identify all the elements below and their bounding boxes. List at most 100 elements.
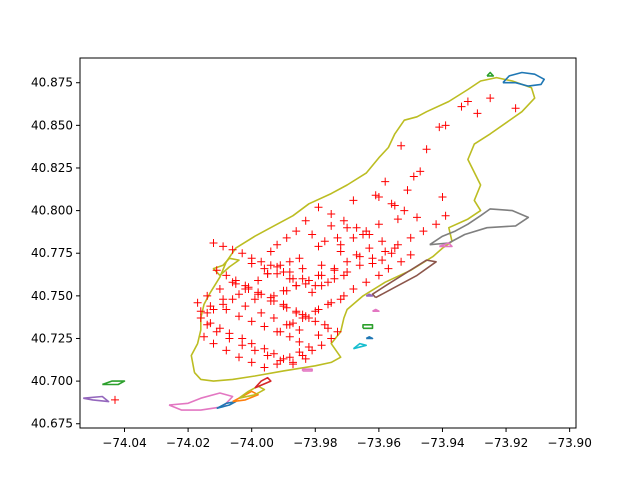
polygon-layer [83,71,546,411]
data-point [295,326,304,334]
data-point [327,298,336,307]
data-point [228,245,237,254]
data-point [222,305,231,314]
data-point [111,395,119,404]
data-point [235,290,243,299]
data-point [374,193,383,201]
data-point [304,276,313,285]
data-point [349,285,358,293]
data-point [298,274,307,283]
data-point [406,233,415,242]
data-point [238,249,247,258]
data-point [400,206,409,215]
data-point [222,346,231,355]
boundary-polygon-15 [372,308,380,313]
y-tick-label: 40.775 [31,246,73,260]
boundary-polygon-19 [486,71,495,77]
data-point [381,177,390,186]
data-point [266,297,275,305]
boundary-polygon-10 [238,385,266,399]
data-point [308,288,317,297]
data-point [209,339,218,348]
data-point [365,244,374,253]
data-point [327,210,336,218]
boundary-polygon-18 [301,368,313,372]
data-point [279,302,288,311]
boundary-polygon-11 [254,376,272,389]
boundary-polygon-12 [352,342,368,350]
data-point [352,250,361,259]
data-point [371,191,380,200]
data-point [241,302,250,311]
y-tick-label: 40.800 [31,204,73,218]
x-tick-label: −74.04 [102,436,146,450]
data-point [279,286,288,295]
data-point [314,203,323,212]
data-point [260,322,269,331]
data-point [295,254,304,263]
data-point [486,94,495,103]
data-point [333,327,342,336]
boundary-polygon-1 [212,257,240,276]
boundary-polygon-17 [439,242,453,248]
y-tick-label: 40.750 [31,289,73,303]
data-point [269,314,278,322]
data-point [193,298,202,307]
data-point [324,300,332,309]
data-point [435,123,444,132]
data-point [330,264,339,273]
data-point [289,360,297,369]
boundary-polygon-7 [83,395,110,403]
data-point [206,319,215,328]
data-point [257,257,266,266]
data-point [273,240,282,249]
point-layer [111,94,520,404]
data-point [235,312,243,321]
data-point [473,109,482,118]
data-point [247,339,256,348]
data-point [222,271,231,280]
data-point [397,257,406,266]
data-point [301,354,310,363]
data-point [279,268,288,276]
boundary-polygon-16 [365,293,374,297]
data-point [317,341,326,350]
data-point [308,230,317,239]
data-point [266,247,275,256]
data-point [457,102,466,111]
data-point [282,233,291,242]
data-point [241,285,250,293]
data-point [336,240,345,249]
data-point [289,274,297,283]
data-point [219,242,228,251]
boundary-polygon-2 [502,71,546,87]
data-point [276,356,285,365]
data-point [200,332,208,341]
data-point [333,233,342,242]
data-point [349,233,358,242]
data-point [276,261,285,270]
data-point [301,312,310,321]
data-point [292,308,301,317]
data-point [343,223,352,232]
data-point [393,215,402,224]
y-tick-label: 40.700 [31,374,73,388]
data-point [196,307,205,316]
data-point [285,353,294,362]
y-tick-label: 40.850 [31,118,73,132]
data-point [273,360,282,369]
data-point [324,324,332,333]
data-point [289,319,297,328]
data-point [336,247,345,256]
data-point [336,295,345,304]
data-point [422,145,431,154]
data-point [235,353,243,362]
data-point [390,201,399,210]
data-point [263,269,272,278]
y-tick-label: 40.825 [31,161,73,175]
boundary-polygon-5 [168,392,234,411]
data-point [263,351,272,360]
data-point [269,349,278,358]
